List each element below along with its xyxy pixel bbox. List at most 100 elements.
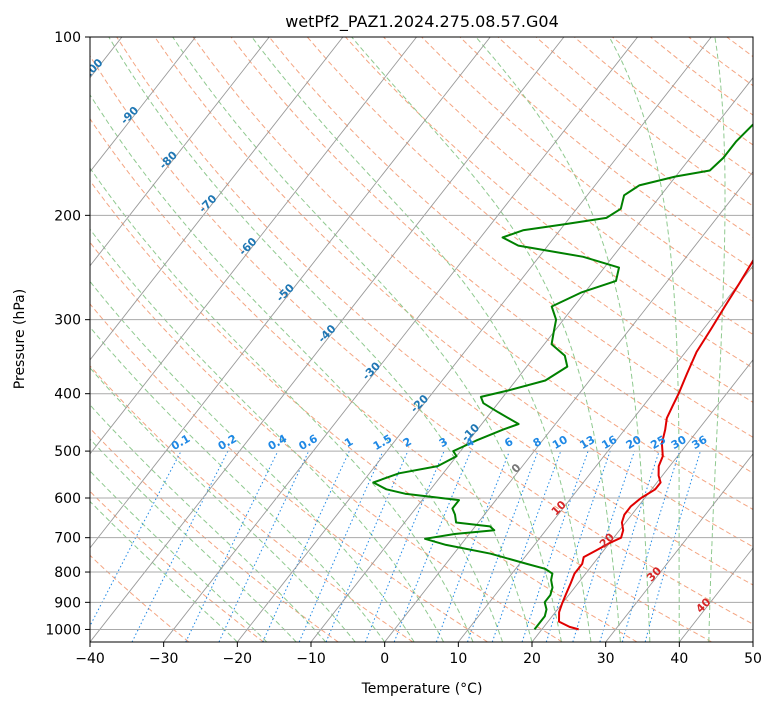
x-tick-label: 50 bbox=[744, 651, 762, 667]
isotherm-line bbox=[90, 37, 491, 549]
mixing-ratio-line bbox=[435, 450, 510, 642]
mixing-ratio-label: 16 bbox=[600, 433, 620, 452]
mixing-ratio-label: 0.6 bbox=[297, 432, 321, 453]
dewpoint-profile bbox=[372, 123, 753, 631]
isotherms bbox=[90, 37, 753, 642]
isotherm-label: -80 bbox=[157, 148, 180, 171]
dry-adiabat-line bbox=[306, 37, 753, 403]
dry-adiabat-line bbox=[650, 37, 753, 116]
plot-frame bbox=[89, 36, 754, 643]
isotherm-label: -60 bbox=[236, 235, 259, 258]
moist-adiabat-line bbox=[90, 326, 386, 642]
isotherm-line bbox=[90, 37, 417, 455]
isotherm-line bbox=[457, 265, 753, 642]
mixing-ratio-line bbox=[621, 450, 681, 642]
mixing-ratio-label: 0.1 bbox=[169, 432, 192, 453]
pressure-gridlines bbox=[90, 37, 753, 630]
dry-adiabat-line bbox=[116, 37, 753, 586]
x-tick-label: −10 bbox=[296, 651, 326, 667]
isotherm-line bbox=[384, 171, 753, 642]
mixing-ratio-line bbox=[131, 450, 229, 642]
profiles bbox=[372, 123, 753, 631]
mixing-ratio-line bbox=[298, 450, 384, 642]
plot-area: -100-90-80-70-60-50-40-30-20-10010203040… bbox=[90, 37, 775, 642]
y-axis-title: Pressure (hPa) bbox=[12, 289, 28, 389]
dry-adiabat-line bbox=[192, 37, 753, 511]
dry-adiabat-line bbox=[345, 37, 753, 369]
moist-adiabat-line bbox=[172, 37, 562, 642]
y-tick-label: 900 bbox=[54, 595, 81, 611]
dry-adiabat-line bbox=[230, 37, 753, 474]
moist-adiabat-line bbox=[90, 93, 503, 642]
dry-adiabat-line bbox=[383, 37, 753, 336]
isotherm-label: -50 bbox=[274, 281, 297, 304]
isotherm-line bbox=[90, 37, 196, 173]
mixing-ratio-line bbox=[491, 450, 562, 642]
moist-adiabat-line bbox=[90, 280, 415, 642]
moist-adiabat-line bbox=[90, 470, 268, 642]
y-tick-label: 800 bbox=[54, 565, 81, 581]
moist-adiabat-line bbox=[708, 37, 726, 642]
y-tick-label: 500 bbox=[54, 444, 81, 460]
isotherm-line bbox=[163, 37, 638, 642]
moist-adiabat-line bbox=[351, 37, 621, 642]
dry-adiabat-line bbox=[535, 37, 753, 207]
x-axis-title: Temperature (°C) bbox=[361, 681, 483, 697]
dry-adiabats bbox=[90, 37, 775, 642]
x-tick-label: 20 bbox=[523, 651, 541, 667]
x-tick-label: −20 bbox=[223, 651, 253, 667]
mixing-ratio-label: 0.2 bbox=[216, 432, 239, 453]
dry-adiabat-line bbox=[90, 241, 563, 642]
isotherm-label: 0 bbox=[509, 461, 524, 476]
mixing-ratio-line bbox=[572, 450, 635, 642]
moist-adiabat-line bbox=[90, 404, 327, 642]
y-tick-label: 1000 bbox=[45, 622, 81, 638]
y-tick-label: 300 bbox=[54, 313, 81, 329]
mixing-ratio-line bbox=[644, 450, 701, 642]
dry-adiabat-line bbox=[90, 54, 753, 625]
isotherm-label: -40 bbox=[315, 322, 338, 345]
isotherm-label: -90 bbox=[118, 104, 141, 127]
moist-adiabat-line bbox=[608, 37, 680, 642]
dry-adiabat-line bbox=[497, 37, 753, 238]
isotherm-line bbox=[310, 77, 753, 642]
dry-adiabat-line bbox=[90, 303, 488, 642]
x-axis: −40 −30 −20 −10 0 10 20 30 40 50 bbox=[75, 642, 762, 667]
dry-adiabat-line bbox=[573, 37, 753, 176]
isotherm-line bbox=[752, 641, 753, 642]
isotherm-line bbox=[678, 547, 753, 642]
y-tick-label: 700 bbox=[54, 531, 81, 547]
moist-adiabat-line bbox=[90, 500, 238, 642]
mixing-ratio-label: 1.5 bbox=[371, 432, 394, 453]
isotherm-line bbox=[90, 37, 344, 361]
mixing-ratio-line bbox=[262, 450, 350, 642]
mixing-ratio-label: 6 bbox=[502, 435, 515, 450]
isotherm-line bbox=[605, 453, 753, 642]
dry-adiabat-line bbox=[90, 490, 264, 642]
mixing-ratio-line bbox=[599, 450, 660, 642]
mixing-ratio-line bbox=[185, 450, 279, 642]
mixing-ratio-line bbox=[325, 450, 409, 642]
mixing-ratio-label: 2 bbox=[401, 435, 414, 450]
dry-adiabat-line bbox=[765, 37, 775, 642]
mixing-ratio-label: 1 bbox=[342, 435, 355, 450]
moist-adiabat-line bbox=[108, 37, 533, 642]
chart-title: wetPf2_PAZ1.2024.275.08.57.G04 bbox=[285, 12, 559, 32]
mixing-ratio-label: 10 bbox=[550, 433, 570, 452]
mixing-ratio-label: 30 bbox=[669, 433, 689, 452]
mixing-ratio-label: 8 bbox=[531, 435, 544, 450]
dry-adiabat-line bbox=[90, 117, 712, 642]
dry-adiabat-line bbox=[90, 554, 190, 642]
y-tick-label: 200 bbox=[54, 208, 81, 224]
mixing-ratio-label: 25 bbox=[648, 433, 668, 452]
isotherm-line bbox=[531, 359, 753, 642]
isotherm-line bbox=[90, 37, 565, 642]
isotherm-label: 40 bbox=[693, 595, 713, 615]
dry-adiabat-line bbox=[688, 37, 753, 87]
x-tick-label: 30 bbox=[597, 651, 615, 667]
y-tick-label: 100 bbox=[54, 30, 81, 46]
dry-adiabat-line bbox=[90, 179, 638, 642]
dry-adiabat-line bbox=[459, 37, 753, 270]
mixing-ratio-line bbox=[521, 450, 589, 642]
moist-adiabat-line bbox=[475, 37, 651, 642]
